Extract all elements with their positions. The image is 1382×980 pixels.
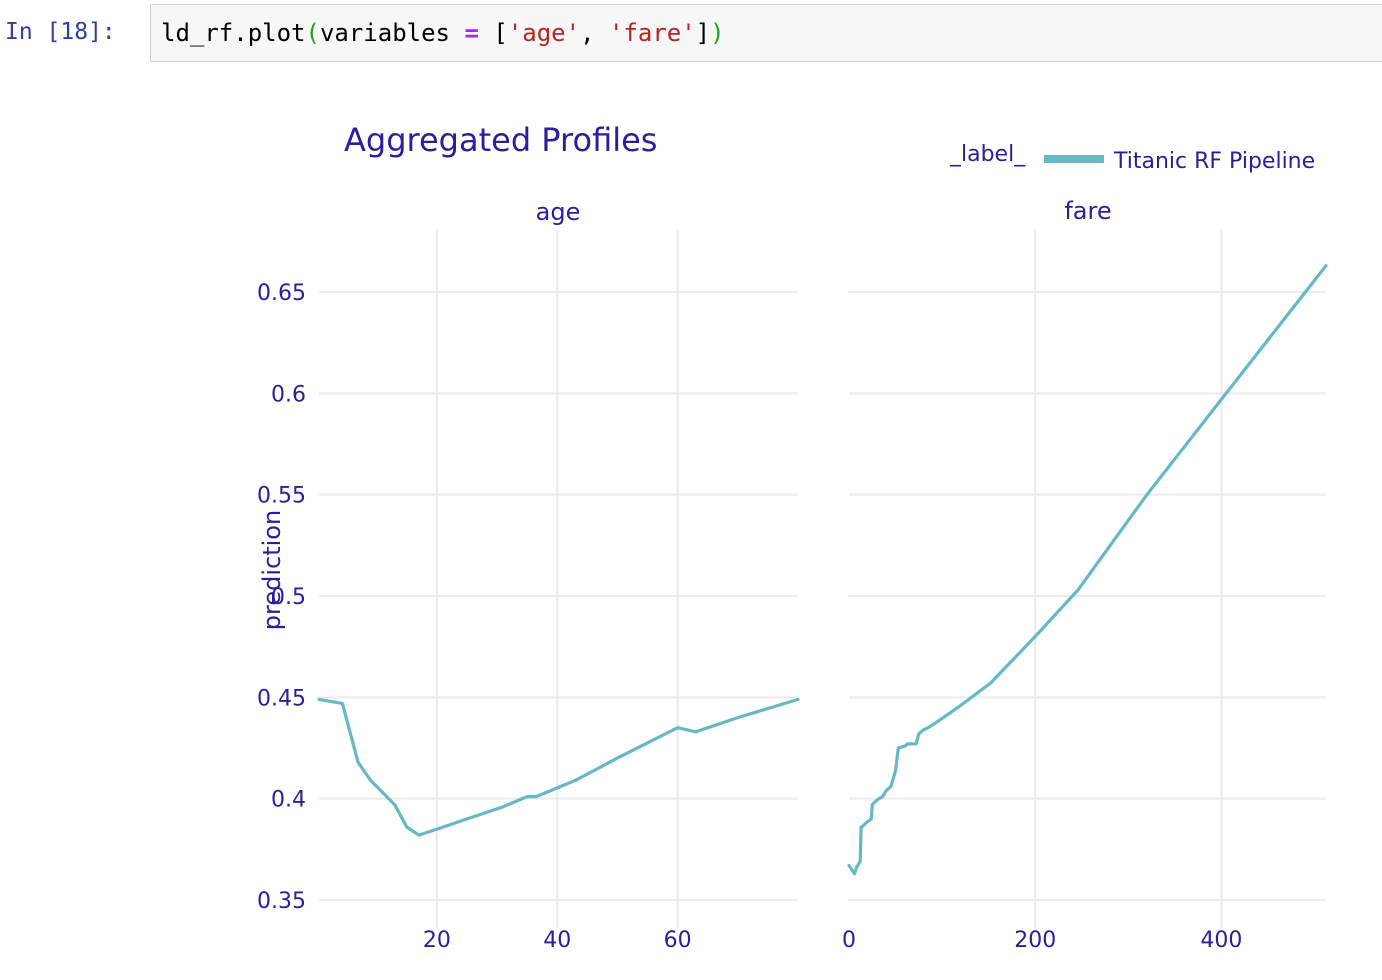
legend-entry-label: Titanic RF Pipeline [1113,149,1315,174]
x-tick-label-fare: 0 [842,928,856,953]
code-line: ld_rf.plot(variables = ['age', 'fare']) [161,19,725,47]
gridlines [319,230,1326,928]
code-token: ( [305,19,320,47]
x-tick-label-age: 60 [664,928,692,953]
code-token: 'age' [507,19,581,47]
code-token: ] [695,19,711,47]
code-token: ld_rf.plot [161,19,306,47]
panel-title-age: age [536,198,581,226]
code-token: ) [710,19,725,47]
legend-title: _label_ [949,142,1026,167]
y-tick-label: 0.5 [271,585,306,610]
x-tick-label-age: 20 [423,928,451,953]
panel-title-fare: fare [1064,197,1111,225]
y-axis-label: prediction [258,510,286,630]
y-tick-labels: 0.35 0.4 0.45 0.5 0.55 0.6 0.65 [257,281,306,914]
code-token: , [580,19,609,47]
series-lines [317,264,1328,876]
legend[interactable]: _label_ Titanic RF Pipeline [949,142,1315,174]
y-tick-label: 0.55 [257,484,306,509]
code-token: variables [319,19,465,47]
series-line-fare [847,264,1328,876]
code-token: [ [478,19,508,47]
code-cell-input[interactable]: ld_rf.plot(variables = ['age', 'fare']) [150,4,1382,62]
x-tick-labels: 20 40 60 0 200 400 [423,928,1243,953]
x-tick-label-age: 40 [543,928,571,953]
code-token: = [464,19,479,47]
x-tick-label-fare: 200 [1014,928,1056,953]
series-line-age [317,697,800,837]
y-tick-label: 0.6 [271,382,306,407]
chart-title: Aggregated Profiles [344,121,657,159]
y-tick-label: 0.45 [257,686,306,711]
y-tick-label: 0.35 [257,889,306,914]
y-tick-label: 0.4 [271,788,306,813]
cell-prompt: In [18]: [5,19,116,45]
code-token: 'fare' [608,19,696,47]
x-tick-label-fare: 400 [1200,928,1242,953]
y-tick-label: 0.65 [257,281,306,306]
